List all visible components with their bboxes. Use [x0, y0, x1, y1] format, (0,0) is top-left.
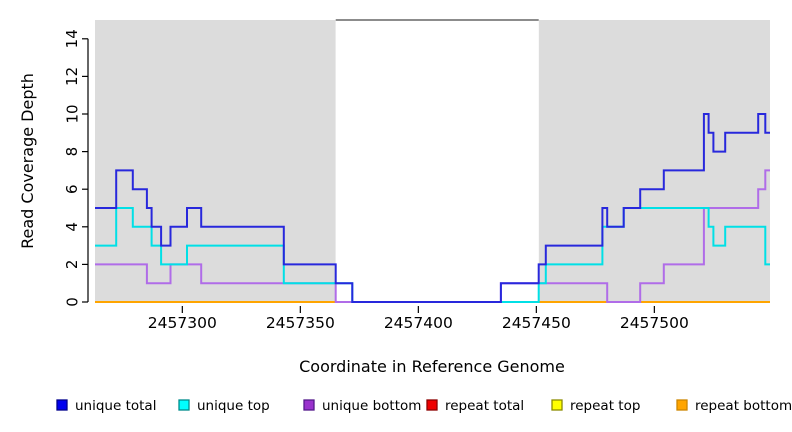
- y-tick-label: 4: [63, 222, 81, 232]
- legend-label-unique-top: unique top: [197, 398, 270, 414]
- gap-region: [335, 20, 539, 302]
- x-axis-title: Coordinate in Reference Genome: [299, 357, 565, 376]
- legend-swatch-repeat-total: [426, 399, 438, 411]
- series-line-unique-bottom: [95, 169, 770, 303]
- series-line-unique-top: [95, 207, 770, 303]
- shaded-region: [95, 20, 336, 302]
- x-tick-label: 2457400: [384, 314, 453, 332]
- legend-label-unique-total: unique total: [75, 398, 156, 414]
- x-tick-label: 2457300: [148, 314, 217, 332]
- legend-label-repeat-top: repeat top: [570, 398, 640, 414]
- legend-label-repeat-total: repeat total: [445, 398, 524, 414]
- legend-label-repeat-bottom: repeat bottom: [695, 398, 792, 414]
- series-line-unique-total: [95, 113, 770, 303]
- x-tick-label: 2457350: [266, 314, 335, 332]
- legend-label-unique-bottom: unique bottom: [322, 398, 421, 414]
- y-tick-label: 6: [63, 184, 81, 194]
- y-axis-title: Read Coverage Depth: [18, 73, 37, 249]
- y-tick-label: 12: [63, 67, 81, 86]
- legend-swatch-repeat-bottom: [676, 399, 688, 411]
- y-tick-label: 8: [63, 147, 81, 157]
- x-tick-label: 2457450: [502, 314, 571, 332]
- legend-swatch-unique-bottom: [303, 399, 315, 411]
- y-tick-label: 0: [63, 297, 81, 307]
- y-tick-label: 14: [63, 29, 81, 48]
- legend-swatch-unique-top: [178, 399, 190, 411]
- legend-swatch-repeat-top: [551, 399, 563, 411]
- y-tick-label: 2: [63, 260, 81, 270]
- shaded-region: [538, 20, 770, 302]
- x-tick-label: 2457500: [620, 314, 689, 332]
- y-tick-label: 10: [63, 104, 81, 123]
- legend-swatch-unique-total: [56, 399, 68, 411]
